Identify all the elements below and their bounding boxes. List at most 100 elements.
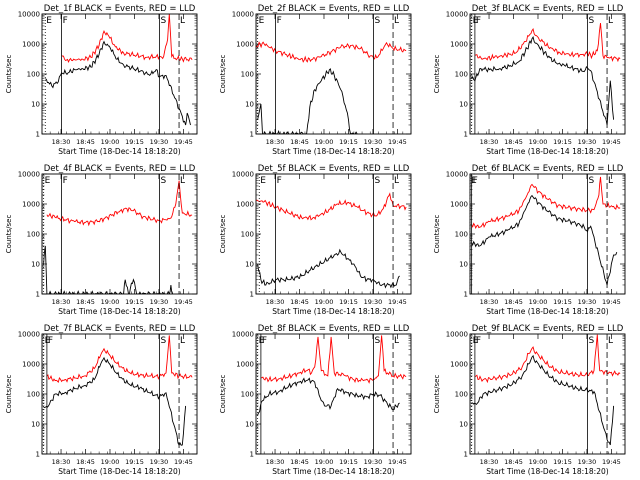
y-tick-label: 1000 (22, 41, 40, 49)
y-tick-label: 10 (459, 101, 468, 109)
plot-frame (41, 13, 198, 135)
x-tick-label: 19:15 (125, 458, 144, 466)
y-tick-label: 100 (241, 231, 254, 239)
marker-label-S: S (588, 336, 594, 346)
panel-det-2: Det_2f BLACK = Events, RED = LLD Counts/s… (219, 4, 412, 156)
x-axis-label: Start Time (18-Dec-14 18:18:20) (272, 147, 394, 156)
x-tick-label: 19:45 (602, 458, 621, 466)
x-tick-label: 19:00 (315, 458, 334, 466)
y-tick-label: 1 (464, 291, 468, 299)
panel-title: Det_8f BLACK = Events, RED = LLD (258, 324, 410, 334)
marker-label-L: L (608, 176, 613, 186)
x-tick-label: 18:30 (52, 458, 71, 466)
plot-frame (255, 13, 412, 135)
series-line-lld (61, 14, 193, 64)
plot-frame (469, 333, 626, 455)
marker-label-S: S (588, 16, 594, 26)
series-line-events (257, 68, 358, 134)
series-line-events (257, 248, 400, 289)
marker-label-S: S (160, 16, 166, 26)
y-tick-label: 10000 (232, 171, 254, 179)
y-tick-label: 1 (36, 131, 40, 139)
x-tick-label: 19:45 (602, 298, 621, 306)
x-tick-label: 19:45 (388, 298, 407, 306)
y-tick-label: 10 (31, 101, 40, 109)
y-tick-label: 100 (241, 71, 254, 79)
panel-title: Det_7f BLACK = Events, RED = LLD (44, 324, 196, 334)
y-tick-label: 10000 (232, 11, 254, 19)
panel-det-6: Det_6f BLACK = Events, RED = LLD Counts/s… (433, 164, 626, 316)
marker-label-S: S (374, 176, 380, 186)
y-tick-label: 10000 (446, 331, 468, 339)
series-group (256, 192, 407, 289)
panel-det-8: Det_8f BLACK = Events, RED = LLD Counts/s… (219, 324, 412, 476)
panel-det-5: Det_5f BLACK = Events, RED = LLD Counts/s… (219, 164, 412, 316)
series-line-lld (256, 41, 407, 63)
x-axis-label: Start Time (18-Dec-14 18:18:20) (272, 467, 394, 476)
x-tick-label: 18:30 (480, 298, 499, 306)
panel-title: Det_2f BLACK = Events, RED = LLD (258, 4, 410, 14)
x-tick-label: 18:30 (52, 298, 71, 306)
panel-det-9: Det_9f BLACK = Events, RED = LLD Counts/s… (433, 324, 626, 476)
y-tick-label: 1000 (450, 41, 468, 49)
marker-label-F: F (476, 16, 481, 26)
y-tick-label: 10 (245, 421, 254, 429)
y-axis-label: Counts/sec (219, 55, 227, 94)
panel-det-3: Det_3f BLACK = Events, RED = LLD Counts/s… (433, 4, 626, 156)
y-axis-label: Counts/sec (433, 215, 441, 254)
x-tick-label: 18:45 (504, 458, 523, 466)
marker-label-F: F (63, 16, 68, 26)
y-tick-label: 10000 (18, 171, 40, 179)
marker-label-L: L (394, 16, 399, 26)
x-tick-label: 19:00 (101, 298, 120, 306)
series-line-lld (46, 180, 193, 227)
x-axis-label: Start Time (18-Dec-14 18:18:20) (58, 147, 180, 156)
x-axis-label: Start Time (18-Dec-14 18:18:20) (486, 467, 608, 476)
y-tick-label: 100 (27, 391, 40, 399)
x-tick-label: 19:15 (553, 298, 572, 306)
plot-frame (469, 173, 626, 295)
y-tick-label: 10 (245, 101, 254, 109)
panel-det-1: Det_1f BLACK = Events, RED = LLD Counts/s… (5, 4, 198, 156)
x-tick-label: 19:00 (315, 298, 334, 306)
x-tick-label: 18:30 (266, 138, 285, 146)
series-line-lld (46, 335, 193, 384)
y-tick-label: 10000 (18, 331, 40, 339)
y-axis-label: Counts/sec (433, 55, 441, 94)
x-tick-label: 19:00 (315, 138, 334, 146)
series-group (471, 176, 621, 286)
y-tick-label: 10 (245, 261, 254, 269)
y-tick-label: 1000 (236, 41, 254, 49)
marker-label-E: E (473, 16, 479, 26)
x-tick-label: 19:15 (125, 298, 144, 306)
panel-title: Det_5f BLACK = Events, RED = LLD (258, 164, 410, 174)
marker-label-L: L (180, 336, 185, 346)
x-tick-label: 19:15 (339, 458, 358, 466)
x-axis-label: Start Time (18-Dec-14 18:18:20) (58, 467, 180, 476)
x-tick-label: 19:30 (578, 298, 597, 306)
y-tick-label: 10 (459, 261, 468, 269)
x-tick-label: 18:45 (290, 138, 309, 146)
y-tick-label: 1000 (22, 201, 40, 209)
plot-frame (255, 333, 412, 455)
y-tick-label: 100 (27, 231, 40, 239)
x-tick-label: 19:30 (578, 458, 597, 466)
marker-label-L: L (180, 176, 185, 186)
marker-label-E: E (260, 176, 266, 186)
x-tick-label: 19:15 (553, 138, 572, 146)
x-tick-label: 19:45 (388, 138, 407, 146)
x-tick-label: 19:30 (364, 298, 383, 306)
marker-label-L: L (394, 336, 399, 346)
x-tick-label: 19:00 (101, 138, 120, 146)
x-tick-label: 18:45 (290, 458, 309, 466)
y-tick-label: 100 (27, 71, 40, 79)
series-line-events (471, 194, 618, 286)
marker-label-E: E (259, 336, 265, 346)
y-tick-label: 10000 (446, 11, 468, 19)
marker-label-E: E (46, 16, 52, 26)
panel-title: Det_4f BLACK = Events, RED = LLD (44, 164, 196, 174)
y-tick-label: 10000 (18, 11, 40, 19)
plot-frame (469, 13, 626, 135)
series-group (257, 335, 407, 416)
